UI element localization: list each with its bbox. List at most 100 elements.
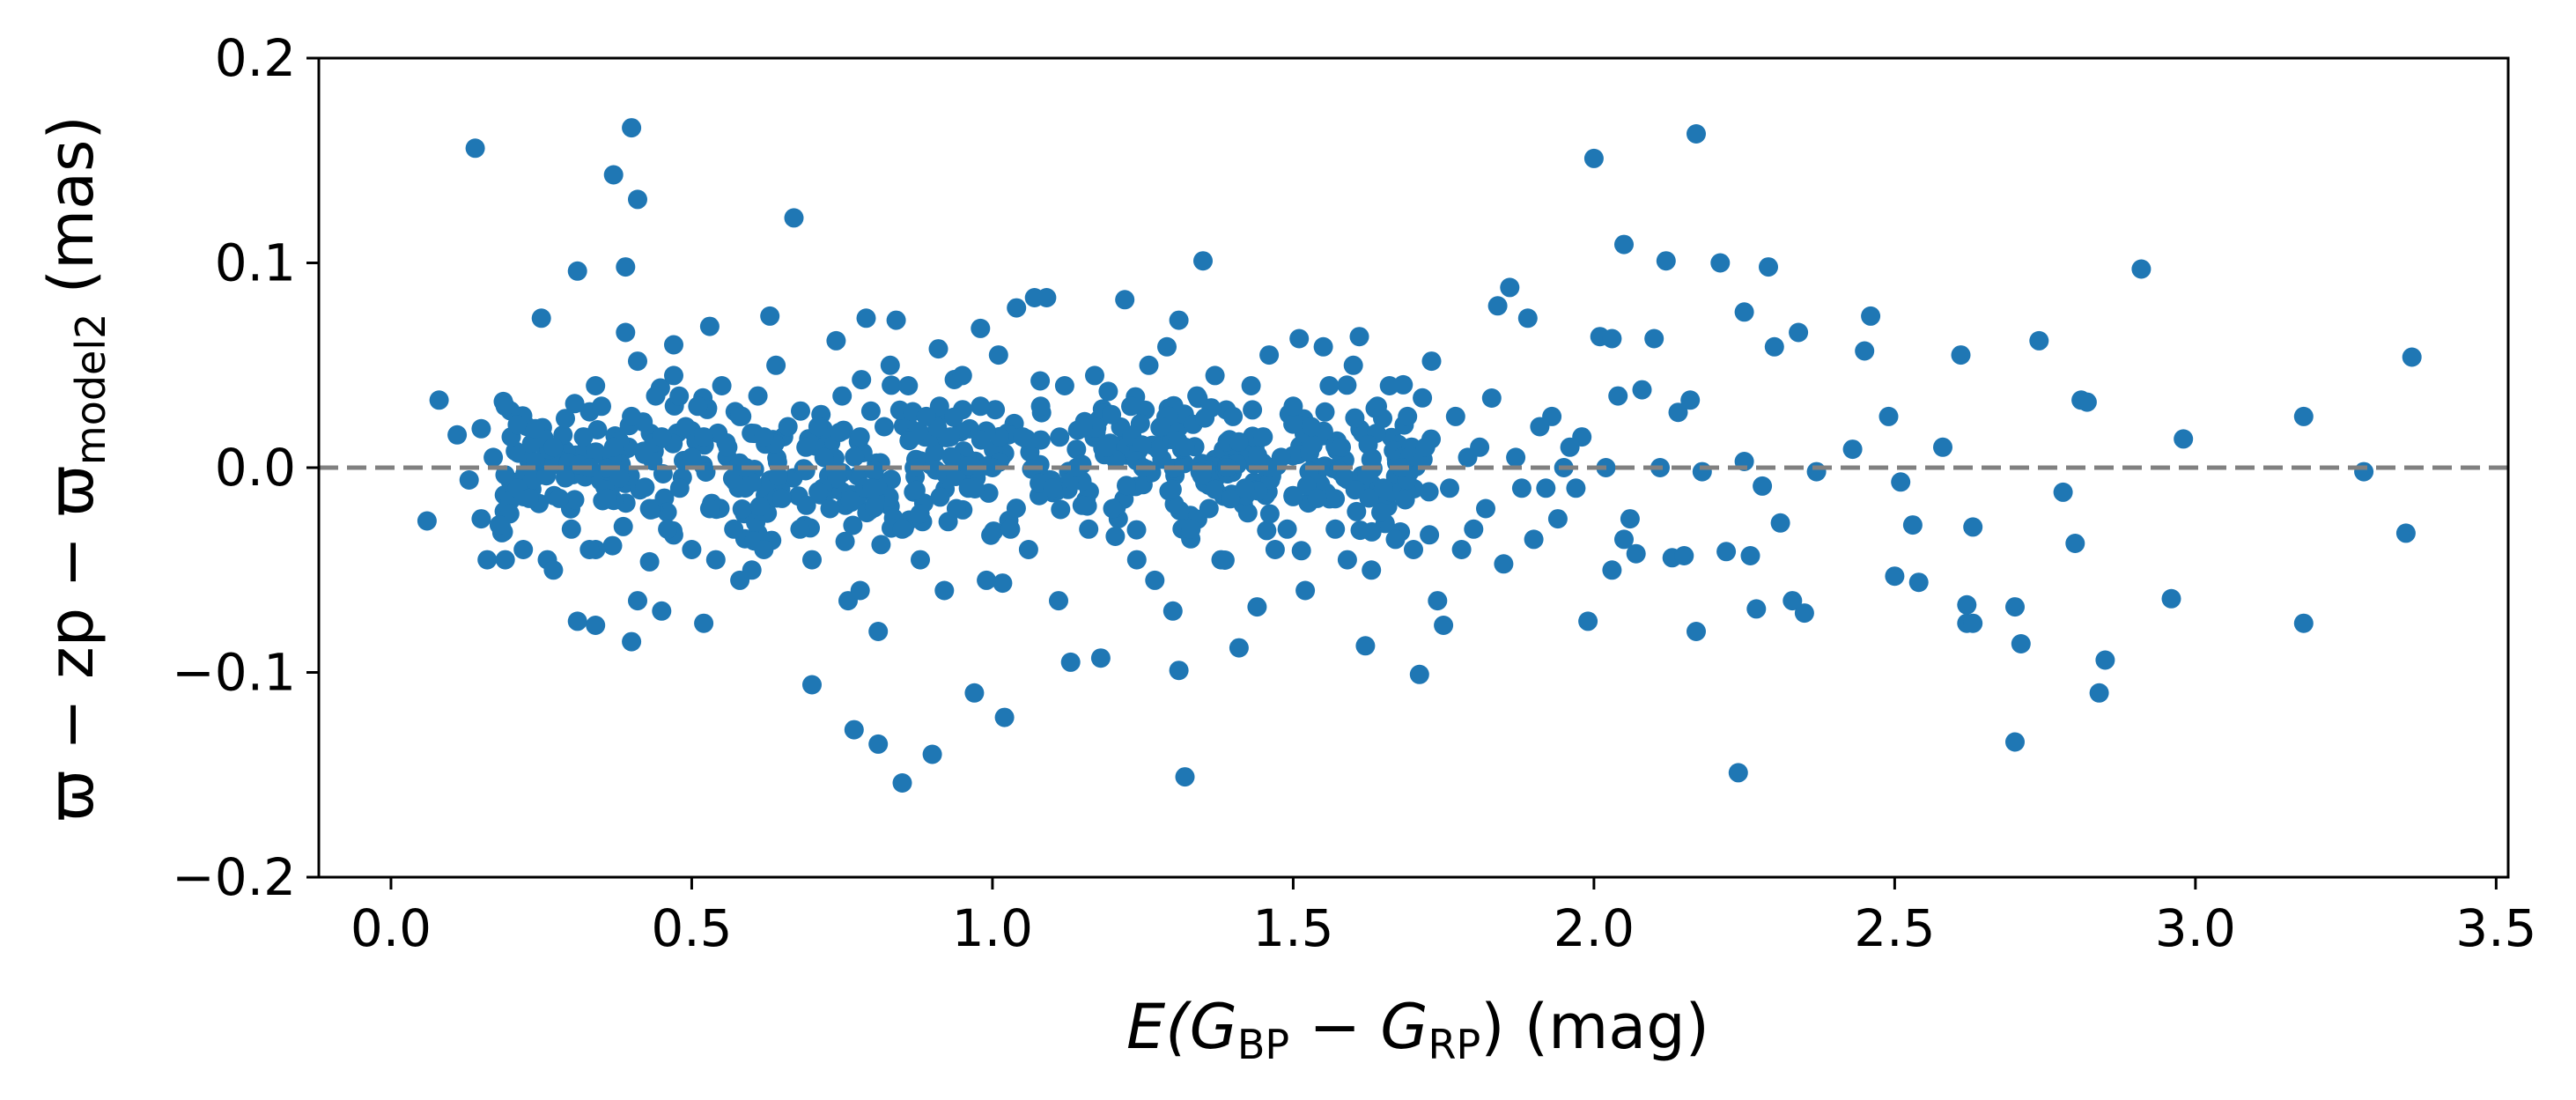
data-point xyxy=(1319,376,1340,395)
data-point xyxy=(802,550,822,570)
data-point xyxy=(993,573,1013,594)
data-point xyxy=(1307,488,1327,508)
data-point xyxy=(1957,594,1977,615)
data-point xyxy=(2161,588,2181,609)
data-point xyxy=(1096,437,1117,457)
data-point xyxy=(1090,648,1111,668)
data-point xyxy=(802,675,822,695)
data-point xyxy=(1132,435,1152,455)
data-point xyxy=(1243,400,1263,420)
data-point xyxy=(795,461,816,481)
data-point xyxy=(1692,461,1712,482)
data-point xyxy=(705,550,726,570)
data-point xyxy=(1303,435,1323,455)
data-point xyxy=(1379,376,1399,395)
data-point xyxy=(852,370,872,390)
data-point xyxy=(1098,381,1118,402)
data-point xyxy=(1223,406,1244,426)
data-point xyxy=(1247,597,1267,617)
data-point xyxy=(1470,437,1490,457)
data-point xyxy=(1073,417,1093,437)
data-point xyxy=(2065,534,2085,553)
data-point xyxy=(1385,529,1406,550)
data-point xyxy=(1162,479,1182,499)
data-point xyxy=(664,335,683,355)
data-point xyxy=(2029,330,2049,351)
data-point xyxy=(1259,504,1280,524)
data-point xyxy=(1253,427,1273,447)
data-point xyxy=(1753,476,1773,496)
data-point xyxy=(1151,417,1171,437)
data-point xyxy=(1247,446,1267,465)
data-point xyxy=(1361,449,1381,469)
data-point xyxy=(471,509,491,529)
data-point xyxy=(886,310,906,330)
data-point xyxy=(1205,479,1225,499)
data-point xyxy=(722,469,742,489)
data-point xyxy=(1632,380,1652,400)
data-point xyxy=(1620,509,1640,529)
data-point xyxy=(768,466,788,486)
data-point xyxy=(922,744,942,764)
data-point xyxy=(586,442,606,462)
data-point xyxy=(1419,482,1439,502)
data-point xyxy=(748,386,768,406)
data-point xyxy=(1476,498,1495,519)
data-point xyxy=(964,683,985,703)
data-point xyxy=(929,396,949,417)
data-point xyxy=(1566,478,1586,498)
data-point xyxy=(899,431,919,451)
data-point xyxy=(1608,386,1628,406)
data-point xyxy=(1487,296,1508,316)
x-tick-label: 3.5 xyxy=(2455,898,2536,958)
data-point xyxy=(1602,329,1622,349)
data-point xyxy=(1105,527,1126,546)
data-point xyxy=(1434,616,1454,635)
data-point xyxy=(1578,611,1598,631)
x-axis: 0.0 0.5 1.0 1.5 2.0 2.5 3.0 3.5 xyxy=(351,877,2536,958)
data-point xyxy=(1067,458,1087,477)
data-point xyxy=(2053,482,2073,502)
data-point xyxy=(1157,336,1177,357)
data-point xyxy=(905,480,926,500)
y-tick-label: 0.0 xyxy=(215,438,296,498)
data-point xyxy=(1313,336,1333,357)
data-point xyxy=(1295,580,1316,601)
y-tick-label: −0.1 xyxy=(172,643,296,703)
data-point xyxy=(543,560,564,580)
y-axis-label-unit: (mas) xyxy=(35,115,107,313)
data-point xyxy=(1481,388,1502,408)
data-point xyxy=(1494,554,1514,574)
data-point xyxy=(429,390,449,410)
data-point xyxy=(1891,472,1911,492)
data-point xyxy=(1428,591,1448,611)
data-point xyxy=(1656,251,1676,271)
data-point xyxy=(1740,546,1760,565)
data-point xyxy=(1602,560,1622,580)
data-point xyxy=(1175,767,1195,787)
data-point xyxy=(1087,417,1107,438)
x-axis-label-g1: G xyxy=(1190,991,1237,1063)
data-point xyxy=(1192,466,1212,485)
data-point xyxy=(1806,461,1827,482)
data-point xyxy=(447,424,468,445)
data-point xyxy=(910,504,930,524)
data-point xyxy=(567,261,587,281)
data-point xyxy=(1337,550,1357,570)
data-point xyxy=(840,491,860,511)
data-point xyxy=(1030,430,1051,450)
data-point xyxy=(1229,638,1249,658)
data-point xyxy=(754,427,774,447)
data-point xyxy=(1770,513,1790,533)
data-point xyxy=(941,447,962,467)
data-point xyxy=(2089,683,2109,703)
data-point xyxy=(556,409,575,429)
data-point xyxy=(1542,406,1562,426)
data-point xyxy=(1421,351,1442,372)
data-point xyxy=(586,616,606,635)
data-point xyxy=(1759,257,1778,277)
data-point xyxy=(2131,259,2152,279)
data-point xyxy=(977,570,997,590)
y-axis-label: ϖ − zp − ϖmodel2 (mas) xyxy=(35,115,114,822)
